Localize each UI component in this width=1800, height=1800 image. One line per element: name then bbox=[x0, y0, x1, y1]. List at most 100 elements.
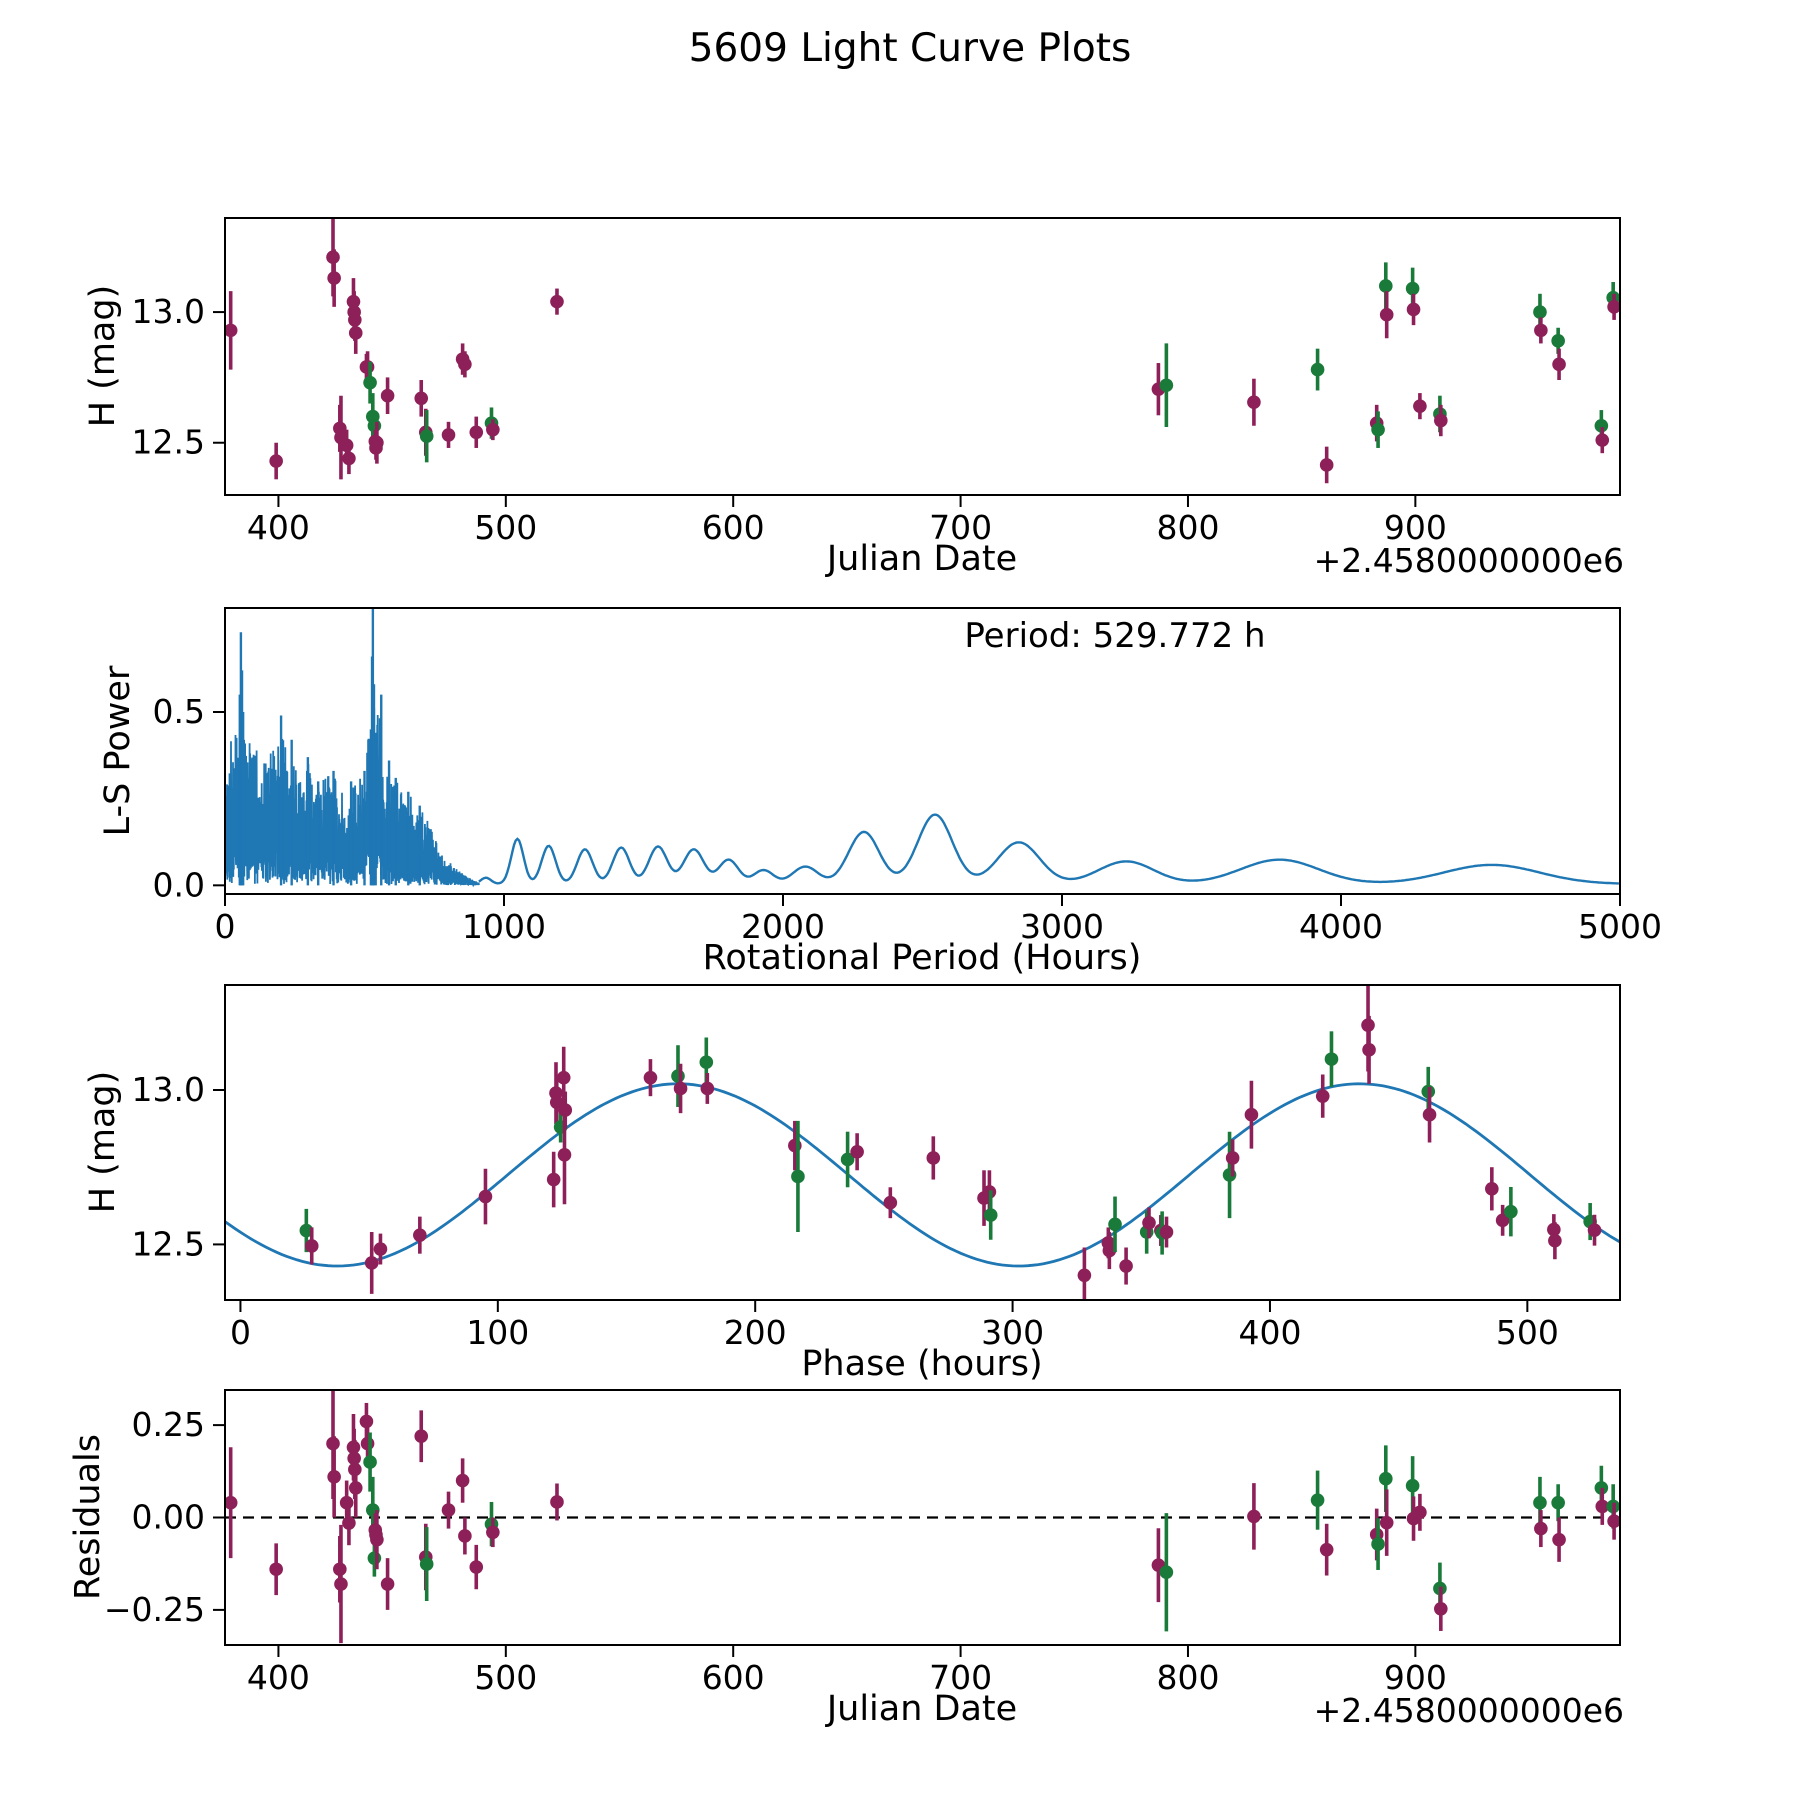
ax3-ylabel: H (mag) bbox=[83, 1070, 123, 1214]
x-tick-label: 3000 bbox=[1020, 907, 1104, 946]
data-point bbox=[1159, 378, 1174, 393]
data-point bbox=[419, 429, 434, 444]
data-point bbox=[1607, 1514, 1620, 1528]
x-tick-label: 400 bbox=[247, 508, 310, 547]
y-tick-label: −0.25 bbox=[104, 1590, 205, 1629]
data-point bbox=[1434, 413, 1448, 428]
data-point bbox=[1119, 1259, 1133, 1273]
data-point bbox=[546, 1172, 561, 1187]
data-point bbox=[458, 357, 472, 372]
data-point bbox=[1108, 1217, 1122, 1232]
y-tick-label: 12.5 bbox=[132, 423, 205, 462]
data-point bbox=[1310, 1493, 1325, 1507]
data-point bbox=[550, 294, 564, 309]
data-point bbox=[348, 1481, 363, 1495]
data-point bbox=[1405, 1478, 1420, 1493]
data-point bbox=[1244, 1107, 1259, 1122]
x-tick-label: 500 bbox=[474, 508, 537, 547]
x-tick-label: 200 bbox=[724, 1313, 787, 1352]
x-tick-label: 700 bbox=[929, 508, 992, 547]
data-point bbox=[486, 1525, 500, 1540]
data-point bbox=[1379, 307, 1394, 322]
data-point bbox=[455, 1473, 470, 1488]
data-point bbox=[380, 1577, 395, 1591]
periodogram-frame bbox=[224, 607, 1621, 895]
x-tick-label: 900 bbox=[1384, 1658, 1447, 1697]
data-point bbox=[700, 1081, 715, 1096]
data-point bbox=[327, 271, 341, 285]
x-tick-label: 2000 bbox=[741, 907, 825, 946]
data-point bbox=[367, 1551, 382, 1565]
x-tick-label: 300 bbox=[981, 1313, 1044, 1352]
data-point bbox=[1413, 399, 1427, 413]
data-point bbox=[1225, 1151, 1240, 1165]
x-tick-label: 900 bbox=[1384, 508, 1447, 547]
ax1-ylabel: H (mag) bbox=[83, 284, 123, 428]
data-point bbox=[348, 326, 363, 340]
data-point bbox=[469, 425, 484, 440]
ax1-offset-text: +2.4580000000e6 bbox=[1313, 541, 1624, 580]
data-point bbox=[1607, 300, 1620, 314]
ax4-offset-text: +2.4580000000e6 bbox=[1313, 1691, 1624, 1730]
data-point bbox=[1422, 1107, 1437, 1122]
data-point bbox=[557, 1148, 572, 1162]
data-point bbox=[1315, 1089, 1330, 1103]
data-point bbox=[1587, 1223, 1602, 1238]
data-point bbox=[671, 1069, 685, 1083]
data-point bbox=[1551, 1495, 1565, 1510]
data-point bbox=[1247, 395, 1261, 410]
data-point bbox=[1595, 433, 1610, 447]
jd_photometry-data-area bbox=[225, 218, 1620, 484]
data-point bbox=[327, 1470, 341, 1484]
data-point bbox=[1371, 1537, 1385, 1551]
phased_lightcurve-data-area bbox=[225, 985, 1620, 1300]
data-point bbox=[556, 1070, 571, 1085]
data-point bbox=[1378, 279, 1393, 293]
data-point bbox=[414, 391, 429, 406]
x-tick-label: 600 bbox=[702, 508, 765, 547]
data-point bbox=[983, 1208, 998, 1222]
data-point bbox=[441, 428, 456, 442]
data-point bbox=[1434, 1601, 1448, 1616]
data-point bbox=[225, 323, 238, 338]
data-point bbox=[458, 1529, 472, 1543]
y-tick-label: 0.5 bbox=[153, 692, 205, 731]
data-point bbox=[1495, 1213, 1510, 1228]
x-tick-label: 4000 bbox=[1299, 907, 1383, 946]
data-point bbox=[1534, 323, 1548, 338]
data-point bbox=[1077, 1268, 1092, 1283]
y-tick-label: 13.0 bbox=[132, 1070, 205, 1109]
ax3-xlabel: Phase (hours) bbox=[801, 1344, 1043, 1384]
data-point bbox=[1371, 422, 1385, 437]
ax1-xlabel: Julian Date bbox=[826, 539, 1018, 579]
data-point bbox=[1552, 1532, 1566, 1547]
x-tick-label: 800 bbox=[1156, 508, 1219, 547]
x-tick-label: 0 bbox=[215, 907, 236, 946]
data-point bbox=[299, 1223, 314, 1238]
data-point bbox=[360, 1436, 375, 1451]
y-tick-label: 0.25 bbox=[132, 1405, 205, 1444]
periodogram-data-area bbox=[225, 608, 1619, 888]
data-point bbox=[304, 1239, 319, 1253]
x-tick-label: 600 bbox=[702, 1658, 765, 1697]
data-point bbox=[1413, 1505, 1427, 1520]
data-point bbox=[1159, 1225, 1174, 1239]
ax4-xlabel: Julian Date bbox=[826, 1689, 1018, 1729]
ax2-xlabel: Rotational Period (Hours) bbox=[702, 938, 1142, 978]
data-point bbox=[469, 1560, 484, 1574]
period-annotation: Period: 529.772 h bbox=[964, 616, 1266, 656]
sine-fit-curve bbox=[225, 1082, 1620, 1268]
phased_lightcurve-frame bbox=[224, 984, 1621, 1301]
data-point bbox=[1548, 1233, 1562, 1248]
data-point bbox=[1319, 458, 1334, 472]
data-point bbox=[1319, 1542, 1334, 1557]
x-tick-label: 500 bbox=[1496, 1313, 1559, 1352]
data-point bbox=[558, 1103, 573, 1117]
data-point bbox=[441, 1503, 456, 1517]
data-point bbox=[364, 1256, 379, 1270]
data-point bbox=[373, 1242, 388, 1256]
data-point bbox=[1362, 1043, 1376, 1057]
data-point bbox=[1378, 1471, 1393, 1486]
x-tick-label: 100 bbox=[466, 1313, 529, 1352]
